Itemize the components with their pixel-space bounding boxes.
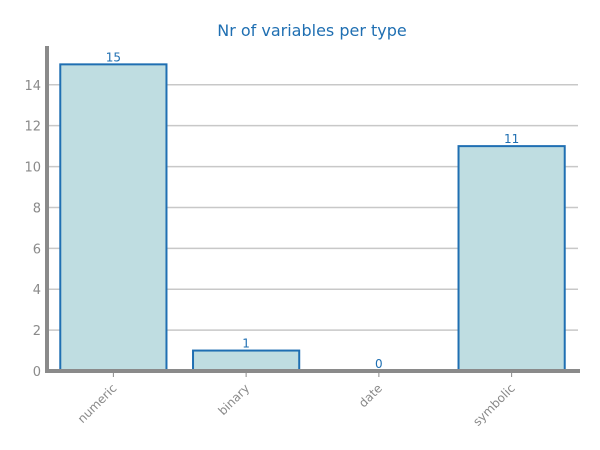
bar-numeric [59,63,168,372]
y-tick-labels: 0 2 4 6 8 10 12 14 [24,79,41,380]
x-tick-labels: numeric binary date symbolic [75,373,518,429]
y-tick-label: 14 [24,79,41,94]
y-tick-label: 12 [24,120,41,135]
y-tick-label: 6 [33,242,41,257]
data-label-binary: 1 [242,337,250,351]
data-label-date: 0 [375,357,383,371]
x-tick-label-numeric: numeric [75,381,120,426]
bar-binary [192,349,301,373]
y-tick-label: 2 [33,324,41,339]
chart-title: Nr of variables per type [217,21,407,40]
bar-symbolic [457,145,566,372]
x-tick-label-symbolic: symbolic [470,381,518,429]
x-tick-label-binary: binary [216,381,253,418]
y-tick-label: 8 [33,201,41,216]
axes [45,46,580,373]
data-label-symbolic: 11 [504,132,519,146]
y-tick-label: 4 [33,283,41,298]
y-tick-label: 0 [33,365,41,380]
bars [59,63,566,373]
data-labels: 15 1 0 11 [106,50,520,371]
data-label-numeric: 15 [106,50,121,64]
x-tick-label-date: date [356,381,385,410]
y-tick-label: 10 [24,161,41,176]
